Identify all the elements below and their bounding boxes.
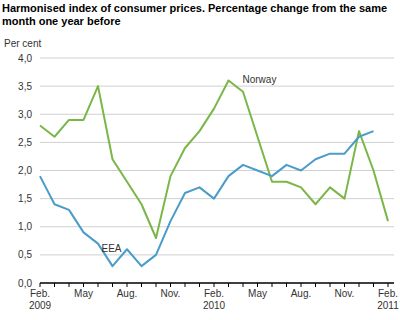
x-axis (40, 283, 394, 284)
x-tick-label-line: 2009 (29, 300, 52, 311)
x-tick-label-line: 2010 (203, 300, 226, 311)
x-tick-label-line: May (74, 288, 93, 299)
x-tick-label-line: Aug. (291, 288, 312, 299)
series-label: EEA (102, 243, 122, 254)
plot-area (40, 81, 388, 267)
x-tick-label-line: Feb. (378, 288, 398, 299)
x-tick (330, 283, 331, 287)
y-tick-label: 1,5 (18, 193, 32, 204)
x-tick (301, 283, 302, 287)
x-tick (286, 283, 287, 287)
y-tick-label: 1,0 (18, 221, 32, 232)
grid-line (40, 86, 394, 87)
x-tick-label-line: Nov. (335, 288, 355, 299)
series-label: Norway (243, 74, 277, 85)
x-tick-label-line: Aug. (117, 288, 138, 299)
x-tick (156, 283, 157, 287)
x-tick-label-line: Nov. (161, 288, 181, 299)
grid-line (40, 170, 394, 171)
series-line (40, 81, 388, 239)
x-tick-label: Nov. (161, 288, 181, 299)
x-tick-label: May (74, 288, 93, 299)
chart: Harmonised index of consumer prices. Per… (0, 0, 400, 320)
y-axis (36, 58, 37, 283)
x-tick (272, 283, 273, 287)
grid-line (40, 58, 394, 59)
title-line: month one year before (2, 15, 121, 27)
x-tick (83, 283, 84, 287)
y-tick-label: 2,0 (18, 165, 32, 176)
x-tick (69, 283, 70, 287)
x-tick (373, 283, 374, 287)
y-tick-label: 3,5 (18, 81, 32, 92)
y-tick-label: 4,0 (18, 53, 32, 64)
x-tick-label: Aug. (291, 288, 312, 299)
x-tick (199, 283, 200, 287)
x-tick-label-line: 2011 (377, 300, 399, 311)
y-tick-label: 0,5 (18, 249, 32, 260)
title: Harmonised index of consumer prices. Per… (2, 2, 387, 27)
x-tick-label: May (248, 288, 267, 299)
grid-line (40, 283, 394, 284)
x-tick-label: Feb.2011 (377, 288, 399, 311)
x-tick-label-line: May (248, 288, 267, 299)
x-tick-label: Feb.2010 (203, 288, 226, 311)
x-tick (243, 283, 244, 287)
x-tick (141, 283, 142, 287)
x-tick (214, 283, 215, 287)
x-tick (359, 283, 360, 287)
x-tick (40, 283, 41, 287)
x-tick (388, 283, 389, 287)
x-tick (98, 283, 99, 287)
x-tick (185, 283, 186, 287)
grid-line (40, 142, 394, 143)
y-tick-label: 2,5 (18, 137, 32, 148)
title-line: Harmonised index of consumer prices. Per… (2, 2, 387, 14)
x-tick (315, 283, 316, 287)
x-tick (257, 283, 258, 287)
y-tick-label: 3,0 (18, 109, 32, 120)
grid-line (40, 226, 394, 227)
grid-line (40, 198, 394, 199)
x-tick (112, 283, 113, 287)
x-tick (170, 283, 171, 287)
grid-line (40, 254, 394, 255)
series-line (40, 131, 374, 266)
x-tick-label-line: Feb. (204, 288, 224, 299)
y-label: Per cent (4, 38, 41, 49)
x-tick-label: Feb.2009 (29, 288, 52, 311)
y-tick-label: 0,0 (18, 278, 32, 289)
x-tick-label-line: Feb. (30, 288, 50, 299)
x-tick (228, 283, 229, 287)
x-tick (344, 283, 345, 287)
x-tick-label: Nov. (335, 288, 355, 299)
x-tick (127, 283, 128, 287)
grid-line (40, 114, 394, 115)
x-tick-label: Aug. (117, 288, 138, 299)
x-tick (54, 283, 55, 287)
